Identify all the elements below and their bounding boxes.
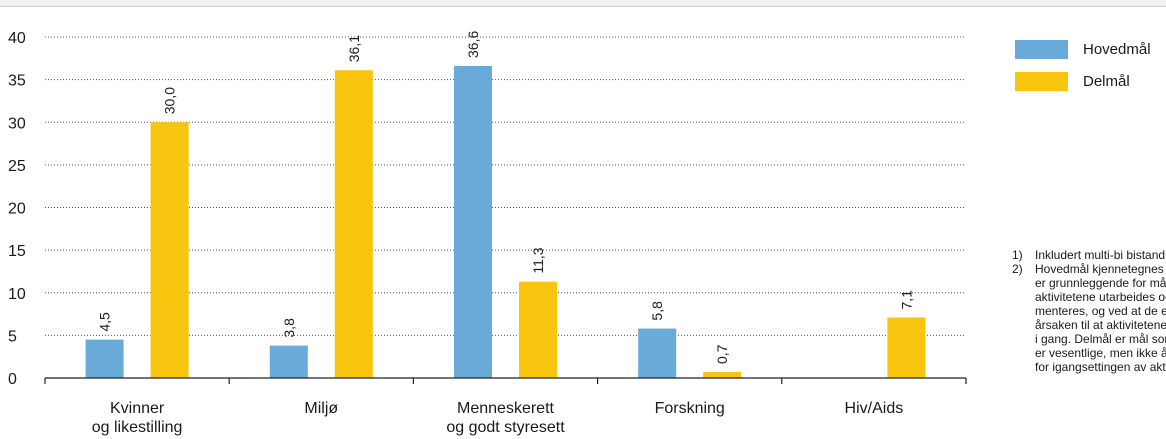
y-tick-label: 25 [8,158,26,175]
bar-hovedmal [85,339,124,378]
footnote-line: for igangsettingen av aktiviteten. [1035,360,1166,374]
y-tick-label: 35 [8,73,26,90]
footnote-2: 2) Hovedmål kjennetegnes ved at de er gr… [1012,262,1166,374]
grid-lines [45,36,966,336]
x-axis [44,377,967,384]
x-tick-label: og godt styresett [446,419,565,436]
footnote-1: 1) Inkludert multi-bi bistand. [1012,248,1166,262]
footnote-line: er vesentlige, men ikke årsaken [1035,346,1166,360]
footnote-line: er grunnleggende for måten [1035,276,1166,290]
legend-item-hovedmal: Hovedmål [1015,33,1151,65]
footnote-line: Inkludert multi-bi bistand. [1035,248,1166,262]
y-tick-label: 0 [8,371,17,388]
bars: 4,5 30,0 3,8 36,1 36,6 11,3 5,8 0,7 7,1 [85,31,926,379]
legend-swatch [1015,71,1068,91]
y-axis-ticks: 0 5 10 15 20 25 30 35 40 [8,30,26,388]
bar-delmal [887,317,926,378]
y-tick-label: 20 [8,201,26,218]
bar-hovedmal [638,328,677,378]
data-label: 3,8 [281,318,297,338]
x-tick-label: Menneskerett [457,400,554,417]
x-tick-label: og likestilling [92,419,183,436]
footnote-line: menteres, og ved at de er [1035,304,1166,318]
footnote-line: i gang. Delmål er mål som [1035,332,1166,346]
bar-delmal [519,281,557,378]
x-tick-label: Hiv/Aids [845,400,904,417]
data-label: 36,6 [465,31,481,58]
y-tick-label: 5 [8,328,17,345]
footnote-number: 2) [1012,262,1023,276]
data-label: 30,0 [162,87,178,114]
footnote-line: Hovedmål kjennetegnes ved at de [1035,262,1164,276]
data-label: 4,5 [97,312,113,332]
legend-label: Hovedmål [1083,40,1151,58]
y-tick-label: 30 [8,115,26,132]
bar-delmal [703,372,742,378]
x-tick-label: Kvinner [110,400,165,417]
data-label: 36,1 [346,35,362,62]
legend-swatch [1015,39,1068,59]
footnotes: 1) Inkludert multi-bi bistand. 2) Hovedm… [1012,248,1166,374]
bar-hovedmal [269,345,308,378]
legend: Hovedmål Delmål [1015,33,1151,97]
y-tick-label: 10 [8,286,26,303]
x-axis-labels: Kvinner og likestilling Miljø Menneskerett o… [92,400,904,436]
footnote-number: 1) [1012,248,1023,262]
data-label: 5,8 [649,301,665,321]
data-label: 0,7 [714,344,730,364]
top-rule [0,0,1166,7]
footnote-line: årsaken til at aktivitetene ble satt [1035,318,1166,332]
x-tick-label: Forskning [655,400,725,417]
x-tick-label: Miljø [304,400,338,417]
data-label: 7,1 [898,290,914,310]
bar-delmal [150,122,189,378]
y-tick-label: 40 [8,30,26,47]
legend-label: Delmål [1083,72,1130,90]
bar-hovedmal [454,65,492,379]
data-label: 11,3 [530,247,546,273]
y-tick-label: 15 [8,243,26,260]
legend-item-delmal: Delmål [1015,65,1151,97]
footnote-line: aktivitetene utarbeides og imple- [1035,290,1166,304]
bar-chart: 0 5 10 15 20 25 30 35 40 4,5 30,0 3,8 36,1 36,6 11,3 5… [8,30,967,436]
bar-delmal [334,70,373,378]
